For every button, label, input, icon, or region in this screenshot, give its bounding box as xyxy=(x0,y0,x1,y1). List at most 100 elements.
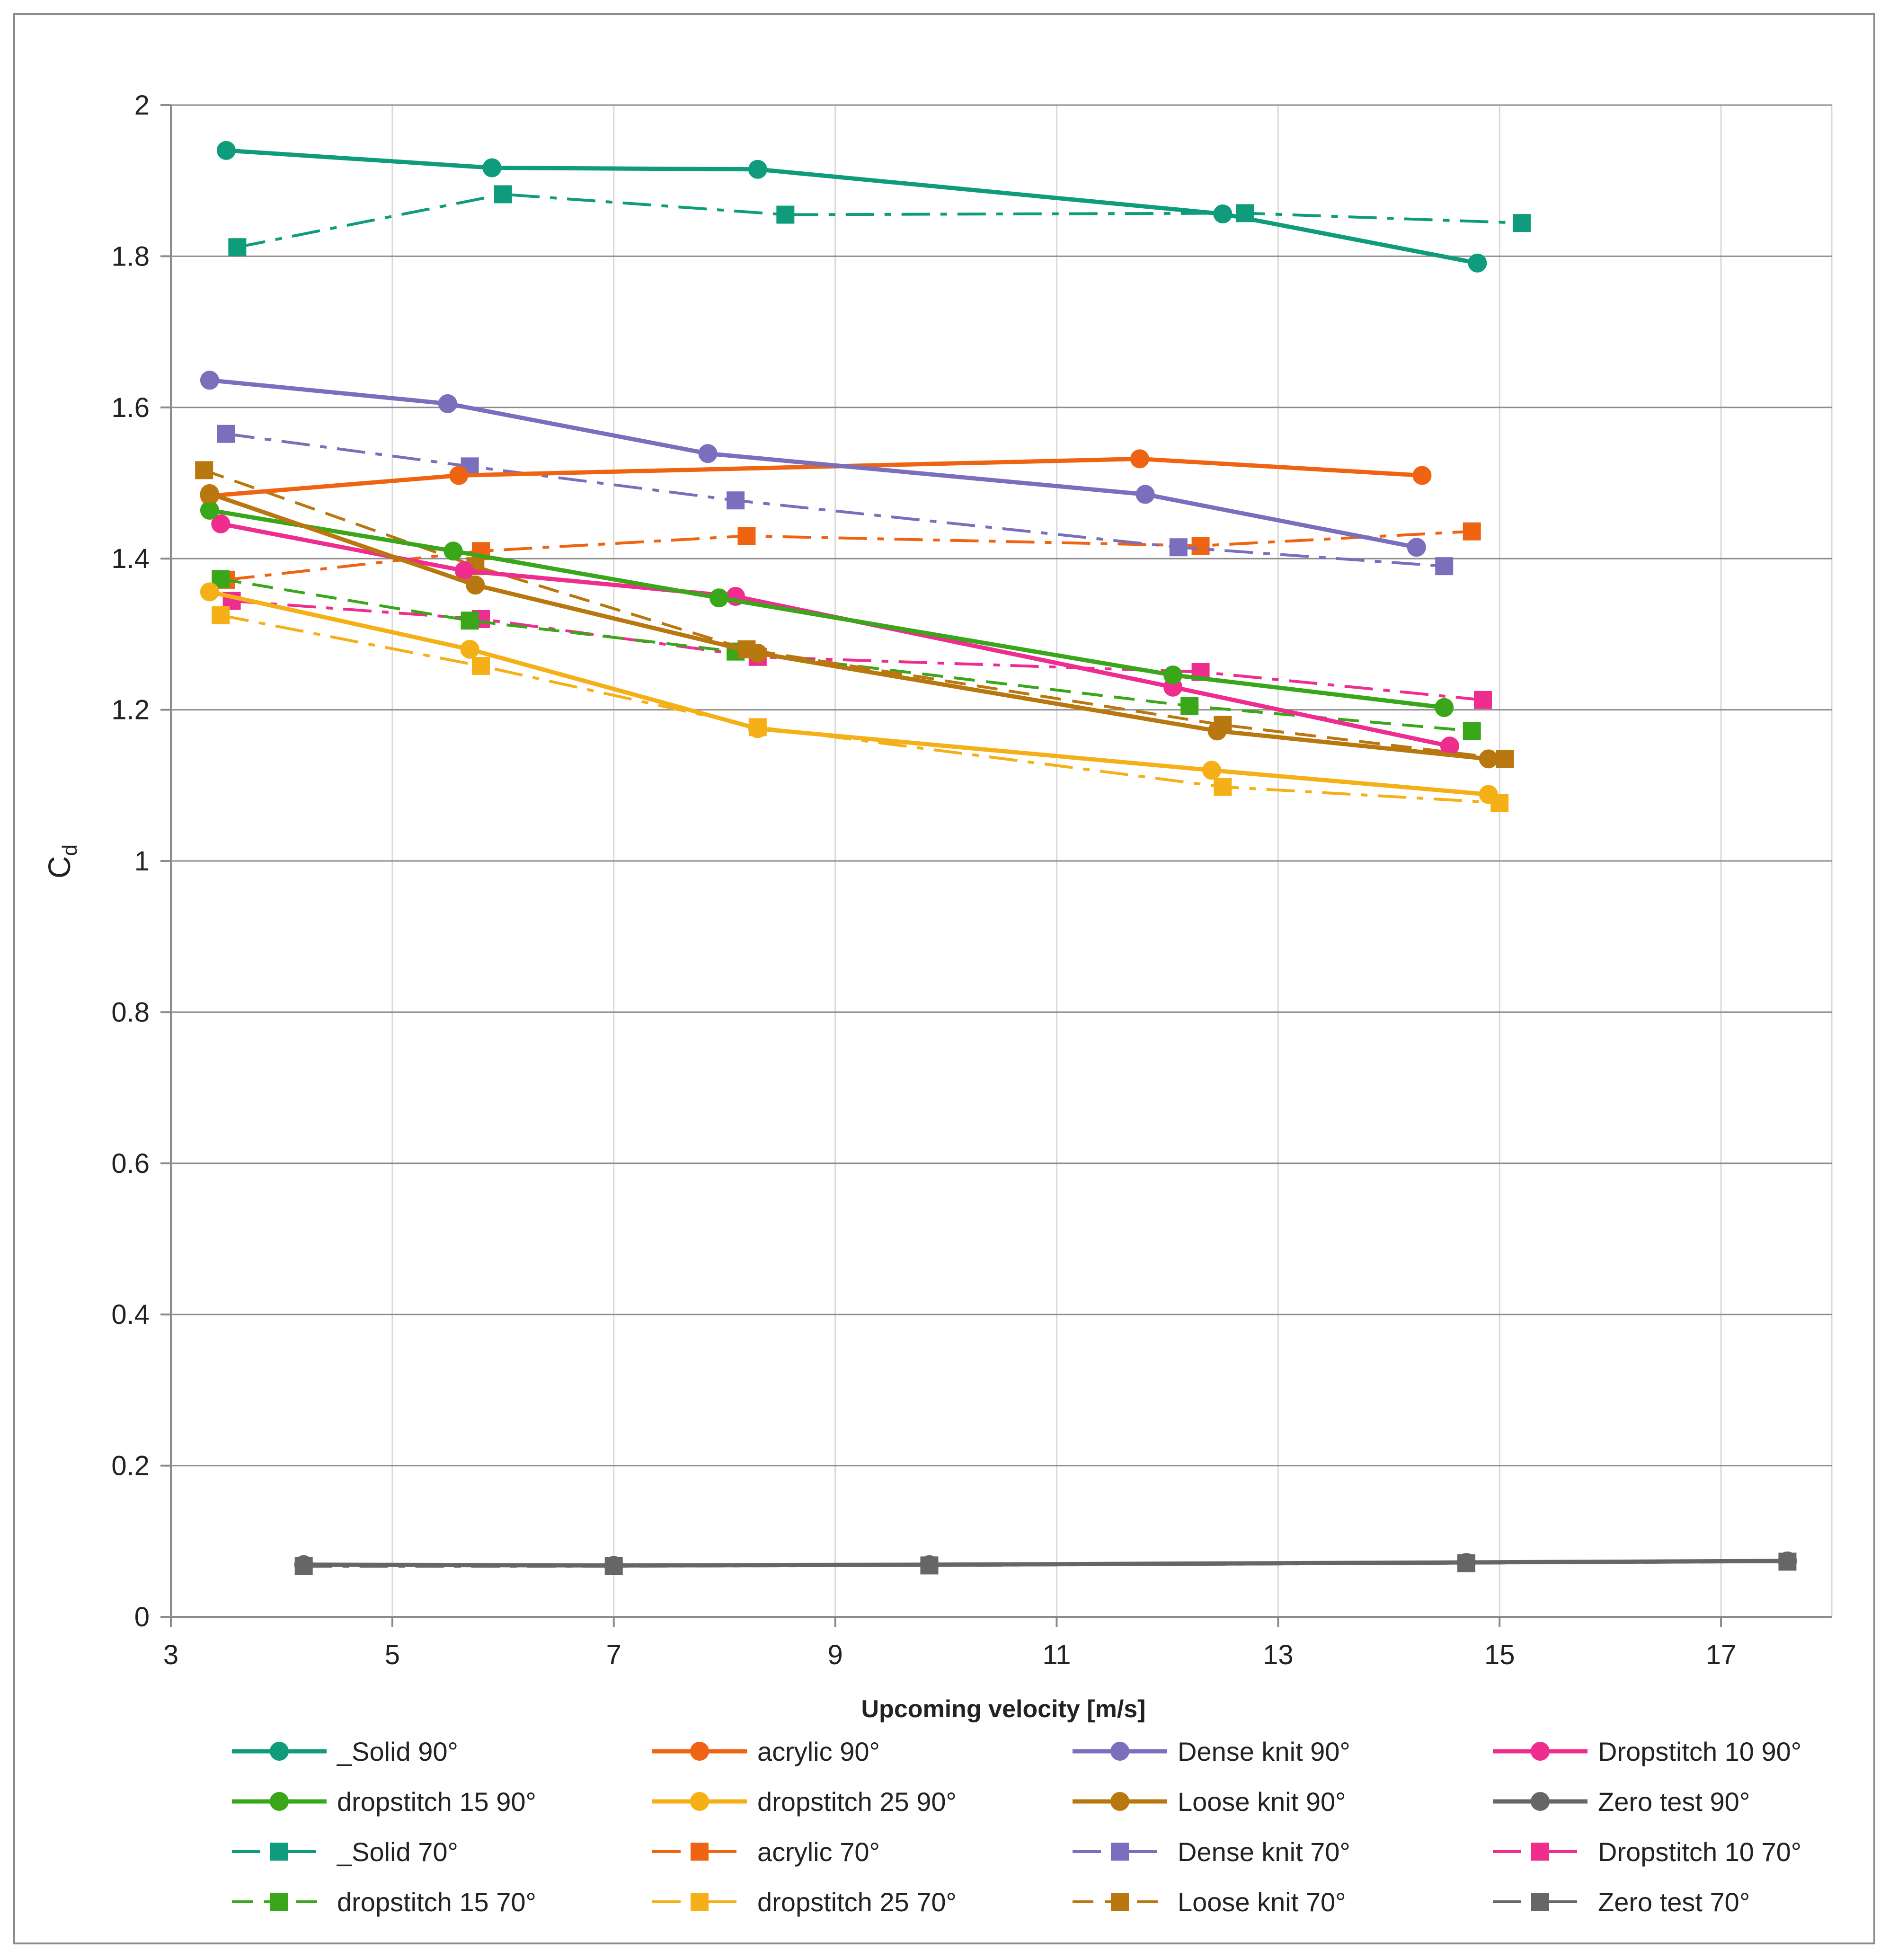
data-point-marker xyxy=(1479,785,1498,804)
data-point-marker xyxy=(709,588,728,608)
legend-label: Dropstitch 10 70° xyxy=(1598,1837,1801,1867)
y-tick-label: 0 xyxy=(134,1602,150,1632)
data-point-marker xyxy=(1531,1742,1550,1761)
data-point-marker xyxy=(690,1792,709,1811)
data-point-marker xyxy=(1207,721,1227,741)
data-point-marker xyxy=(270,1792,289,1811)
data-point-marker xyxy=(200,582,219,602)
x-tick-label: 7 xyxy=(606,1640,621,1670)
data-point-marker xyxy=(1435,698,1454,717)
legend-label: dropstitch 15 90° xyxy=(337,1787,536,1817)
data-point-marker xyxy=(195,461,213,479)
series-5 xyxy=(200,582,1498,804)
y-tick-label: 0.6 xyxy=(111,1148,150,1179)
y-axis-label: Cd xyxy=(42,844,81,878)
data-point-marker xyxy=(1468,253,1487,273)
series-10 xyxy=(217,425,1454,576)
series-line xyxy=(209,456,1422,498)
data-point-marker xyxy=(1110,1742,1129,1761)
data-point-marker xyxy=(270,1742,289,1761)
data-point-marker xyxy=(1457,1553,1476,1572)
legend-entry: dropstitch 25 90° xyxy=(652,1787,957,1817)
y-axis-label-subscript: d xyxy=(58,844,81,856)
data-point-marker xyxy=(482,158,502,177)
data-point-marker xyxy=(494,185,512,204)
legend-entry: Loose knit 70° xyxy=(1073,1887,1346,1917)
data-point-marker xyxy=(1169,538,1188,557)
legend-entry: acrylic 70° xyxy=(652,1837,880,1867)
y-tick-labels: 0 0.2 0.4 0.6 0.8 1 1.2 1.4 1.6 1.8 2 xyxy=(111,90,150,1632)
axes xyxy=(160,104,1832,1627)
x-tick-label: 13 xyxy=(1263,1640,1294,1670)
data-point-marker xyxy=(691,1843,709,1861)
data-series xyxy=(195,141,1797,1576)
data-point-marker xyxy=(1191,537,1210,555)
series-line xyxy=(220,614,1500,805)
data-point-marker xyxy=(1463,722,1481,740)
legend-entry: acrylic 90° xyxy=(652,1737,880,1766)
x-tick-label: 17 xyxy=(1706,1640,1737,1670)
legend-label: Zero test 70° xyxy=(1598,1887,1750,1917)
y-tick-label: 0.2 xyxy=(111,1451,150,1481)
legend-label: Loose knit 70° xyxy=(1178,1887,1346,1917)
data-point-marker xyxy=(1111,1843,1129,1861)
legend-label: acrylic 70° xyxy=(757,1837,880,1867)
grid-lines xyxy=(171,104,1833,1617)
x-axis-label: Upcoming velocity [m/s] xyxy=(861,1695,1146,1723)
data-point-marker xyxy=(1512,214,1531,232)
data-point-marker xyxy=(270,1843,288,1861)
data-point-marker xyxy=(228,238,247,257)
legend-label: Dropstitch 10 90° xyxy=(1598,1737,1801,1766)
legend-entry: dropstitch 15 90° xyxy=(232,1787,536,1817)
y-tick-label: 1 xyxy=(134,846,150,877)
x-tick-label: 9 xyxy=(827,1640,843,1670)
legend-entry: Dropstitch 10 70° xyxy=(1493,1837,1801,1867)
data-point-marker xyxy=(691,1893,709,1911)
data-point-marker xyxy=(1130,449,1149,469)
data-point-marker xyxy=(217,425,235,443)
data-point-marker xyxy=(1110,1792,1129,1811)
data-point-marker xyxy=(748,160,767,179)
data-point-marker xyxy=(776,205,795,224)
data-point-marker xyxy=(461,612,479,630)
data-point-marker xyxy=(1202,761,1221,780)
legend-label: acrylic 90° xyxy=(757,1737,880,1766)
data-point-marker xyxy=(604,1556,623,1575)
series-line xyxy=(237,193,1522,249)
legend-entry: _Solid 90° xyxy=(232,1737,458,1766)
legend-label: Dense knit 70° xyxy=(1178,1837,1350,1867)
y-axis-label-main: C xyxy=(42,856,77,878)
data-point-marker xyxy=(294,1555,313,1574)
data-point-marker xyxy=(449,466,469,485)
legend-entry: _Solid 70° xyxy=(232,1837,458,1867)
data-point-marker xyxy=(1531,1893,1549,1911)
data-point-marker xyxy=(690,1742,709,1761)
series-0 xyxy=(216,141,1487,273)
data-point-marker xyxy=(1531,1792,1550,1811)
legend-entry: Dropstitch 10 90° xyxy=(1493,1737,1801,1766)
y-tick-label: 0.4 xyxy=(111,1299,150,1330)
x-tick-labels: 3 5 7 9 11 13 15 17 xyxy=(163,1640,1736,1670)
data-point-marker xyxy=(472,656,490,675)
x-tick-label: 3 xyxy=(163,1640,178,1670)
chart-border xyxy=(13,13,1875,1944)
data-point-marker xyxy=(211,514,231,533)
data-point-marker xyxy=(270,1893,288,1911)
legend-entry: Loose knit 90° xyxy=(1073,1787,1346,1817)
y-tick-label: 1.6 xyxy=(111,392,150,423)
data-point-marker xyxy=(1213,204,1233,223)
legend-entry: Dense knit 70° xyxy=(1073,1837,1350,1867)
y-tick-label: 2 xyxy=(134,90,150,121)
legend-entry: dropstitch 15 70° xyxy=(232,1887,536,1917)
data-point-marker xyxy=(466,576,485,595)
y-tick-label: 1.2 xyxy=(111,695,150,726)
legend-label: Zero test 90° xyxy=(1598,1787,1750,1817)
data-point-marker xyxy=(212,606,230,624)
data-point-marker xyxy=(1214,778,1232,796)
data-point-marker xyxy=(698,444,718,463)
data-point-marker xyxy=(748,719,767,738)
series-1 xyxy=(200,449,1432,506)
series-8 xyxy=(228,185,1531,257)
